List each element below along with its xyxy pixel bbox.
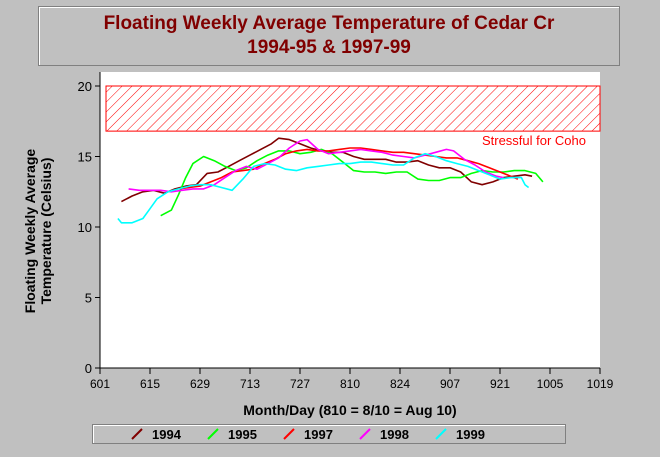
chart-title-line1: Floating Weekly Average Temperature of C…	[103, 13, 555, 34]
x-tick-label: 629	[190, 377, 210, 391]
legend-label-1998: 1998	[380, 427, 409, 442]
x-tick-label: 907	[440, 377, 460, 391]
x-tick-label: 615	[140, 377, 160, 391]
y-tick-label: 0	[85, 361, 92, 376]
x-tick-label: 727	[290, 377, 310, 391]
y-tick-label: 15	[78, 150, 92, 165]
x-tick-label: 810	[340, 377, 360, 391]
threshold-label: Stressful for Coho	[482, 133, 586, 148]
legend-label-1995: 1995	[228, 427, 257, 442]
series-line-1999	[117, 152, 530, 224]
chart-title-line2: 1994-95 & 1997-99	[247, 37, 411, 58]
x-tick-label: 1005	[537, 377, 564, 391]
legend-swatch-1997	[283, 428, 295, 440]
y-tick-label: 10	[78, 220, 92, 235]
series-line-1998	[128, 138, 504, 193]
chart-title-box: Floating Weekly Average Temperature of C…	[38, 6, 620, 66]
legend-swatch-1994	[131, 428, 143, 440]
legend-label-1999: 1999	[456, 427, 485, 442]
legend-swatch-1995	[207, 428, 219, 440]
y-tick-label: 5	[85, 291, 92, 306]
y-tick-label: 20	[78, 79, 92, 94]
x-tick-label: 1019	[587, 377, 614, 391]
threshold-band	[105, 85, 601, 132]
legend	[92, 424, 566, 444]
legend-swatch-1998	[359, 428, 371, 440]
legend-swatch-1999	[435, 428, 447, 440]
x-tick-label: 713	[240, 377, 260, 391]
legend-label-1997: 1997	[304, 427, 333, 442]
x-tick-label: 601	[90, 377, 110, 391]
x-tick-label: 824	[390, 377, 410, 391]
x-tick-label: 921	[490, 377, 510, 391]
x-axis-label: Month/Day (810 = 8/10 = Aug 10)	[243, 402, 457, 418]
legend-label-1994: 1994	[152, 427, 182, 442]
